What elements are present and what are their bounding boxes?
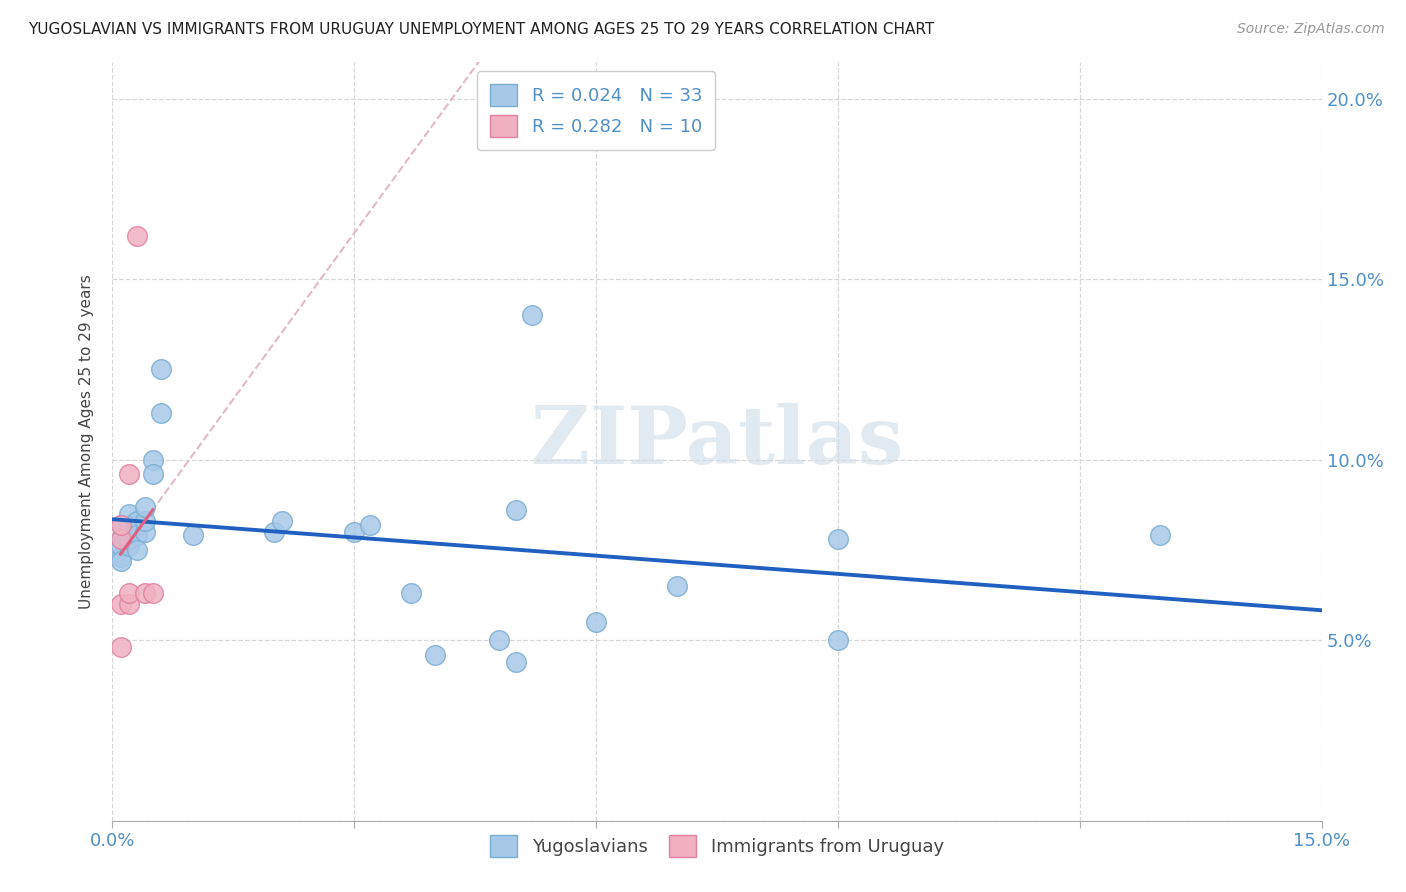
Point xyxy=(134,514,156,528)
Point xyxy=(117,467,139,481)
Point xyxy=(125,517,148,532)
Point xyxy=(505,503,527,517)
Point xyxy=(125,542,148,557)
Point xyxy=(270,514,292,528)
Point xyxy=(263,524,285,539)
Point xyxy=(117,597,139,611)
Point xyxy=(117,586,139,600)
Point xyxy=(125,528,148,542)
Point xyxy=(117,517,139,532)
Point xyxy=(423,648,446,662)
Point xyxy=(117,535,139,549)
Point xyxy=(827,633,849,648)
Point xyxy=(110,550,132,565)
Point xyxy=(117,524,139,539)
Point xyxy=(134,500,156,514)
Point xyxy=(343,524,366,539)
Point xyxy=(142,452,165,467)
Point xyxy=(488,633,510,648)
Point xyxy=(359,517,381,532)
Point xyxy=(520,308,543,322)
Legend: Yugoslavians, Immigrants from Uruguay: Yugoslavians, Immigrants from Uruguay xyxy=(484,828,950,864)
Point xyxy=(149,362,172,376)
Text: Source: ZipAtlas.com: Source: ZipAtlas.com xyxy=(1237,22,1385,37)
Point xyxy=(827,532,849,546)
Point xyxy=(134,586,156,600)
Point xyxy=(110,517,132,532)
Text: YUGOSLAVIAN VS IMMIGRANTS FROM URUGUAY UNEMPLOYMENT AMONG AGES 25 TO 29 YEARS CO: YUGOSLAVIAN VS IMMIGRANTS FROM URUGUAY U… xyxy=(28,22,935,37)
Point xyxy=(1149,528,1171,542)
Point xyxy=(110,539,132,553)
Point xyxy=(110,640,132,655)
Point xyxy=(181,528,204,542)
Point xyxy=(110,517,132,532)
Point xyxy=(665,579,688,593)
Text: ZIPatlas: ZIPatlas xyxy=(531,402,903,481)
Point xyxy=(125,514,148,528)
Point xyxy=(110,532,132,546)
Point xyxy=(149,406,172,420)
Point xyxy=(110,532,132,546)
Point xyxy=(117,532,139,546)
Point xyxy=(110,597,132,611)
Point xyxy=(117,507,139,521)
Point xyxy=(399,586,422,600)
Point xyxy=(142,467,165,481)
Point xyxy=(125,228,148,243)
Point xyxy=(142,586,165,600)
Point xyxy=(505,655,527,669)
Point xyxy=(110,554,132,568)
Y-axis label: Unemployment Among Ages 25 to 29 years: Unemployment Among Ages 25 to 29 years xyxy=(79,274,94,609)
Point xyxy=(117,539,139,553)
Point xyxy=(585,615,607,629)
Point xyxy=(134,524,156,539)
